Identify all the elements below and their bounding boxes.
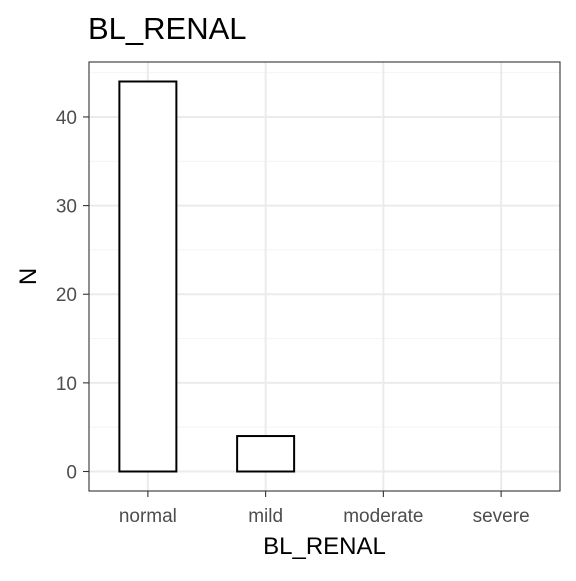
bar-normal: [119, 82, 176, 472]
y-tick-label: 40: [56, 108, 77, 129]
x-tick-label-severe: severe: [473, 506, 530, 527]
y-axis-title: N: [15, 268, 42, 285]
x-tick-label-normal: normal: [119, 506, 177, 527]
x-tick-label-moderate: moderate: [343, 506, 423, 527]
y-tick-label: 30: [56, 197, 77, 218]
y-tick-label: 10: [56, 374, 77, 395]
x-tick-label-mild: mild: [248, 506, 283, 527]
y-tick-label: 20: [56, 285, 77, 306]
x-axis-title: BL_RENAL: [263, 533, 386, 560]
bar-mild: [237, 436, 294, 471]
chart-title: BL_RENAL: [88, 11, 247, 46]
y-tick-label: 0: [66, 463, 77, 484]
